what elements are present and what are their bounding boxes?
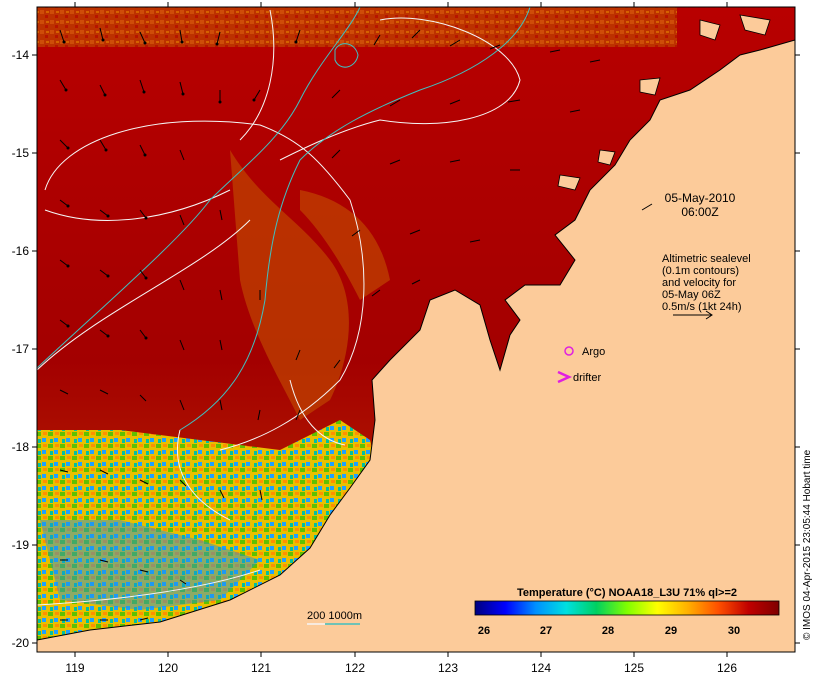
x-tick-label: 126	[717, 661, 737, 675]
velocity-legend-line1: Altimetric sealevel	[662, 253, 751, 265]
tick-marks	[32, 2, 800, 657]
x-tick-label: 119	[65, 661, 84, 675]
x-tick-label: 122	[345, 661, 365, 675]
velocity-scale-arrow	[673, 310, 713, 320]
y-tick-label: -14	[12, 48, 30, 62]
y-tick-label: -20	[12, 636, 30, 650]
velocity-arrow-heads	[62, 38, 298, 340]
sst-plume	[230, 150, 349, 420]
velocity-legend-line3: and velocity for	[662, 277, 736, 289]
velocity-scale-label: 0.5m/s (1kt 24h)	[662, 301, 741, 313]
credit-text: © IMOS 04-Apr-2015 23:05:44 Hobart time	[802, 449, 813, 640]
islands	[557, 14, 771, 191]
argo-marker	[564, 346, 574, 356]
colorbar-tick-label: 27	[540, 625, 552, 637]
sst-plume-east	[300, 190, 390, 300]
drifter-marker	[557, 370, 573, 384]
x-tick-label: 120	[158, 661, 178, 675]
sst-cool-region	[37, 420, 380, 652]
sst-cool-core	[40, 520, 260, 610]
colorbar-tick-label: 26	[478, 625, 490, 637]
colorbar-tick-label: 28	[602, 625, 614, 637]
y-tick-label: -19	[12, 538, 30, 552]
x-tick-label: 125	[624, 661, 644, 675]
bathy-legend-label: 200 1000m	[307, 610, 362, 622]
colorbar	[474, 600, 780, 616]
x-tick-label: 121	[251, 661, 271, 675]
y-axis-labels: -14 -15 -16 -17 -18 -19 -20	[12, 48, 30, 650]
y-tick-label: -18	[12, 440, 30, 454]
colorbar-title: Temperature (°C) NOAA18_L3U 71% ql>=2	[517, 587, 737, 599]
map-date: 05-May-2010	[665, 191, 736, 205]
map-plot-area	[37, 7, 795, 652]
x-tick-label: 124	[531, 661, 551, 675]
colorbar-tick-label: 29	[665, 625, 677, 637]
bathymetry-contours	[37, 7, 531, 431]
argo-label: Argo	[582, 346, 605, 358]
y-tick-label: -16	[12, 244, 30, 258]
x-axis-labels: 119 120 121 122 123 124 125 126	[65, 661, 737, 675]
plot-frame	[36, 6, 796, 653]
velocity-arrows	[59, 27, 601, 621]
drifter-label: drifter	[573, 372, 601, 384]
date-pointer-line	[641, 203, 653, 211]
y-tick-label: -17	[12, 342, 30, 356]
velocity-legend-line2: (0.1m contours)	[662, 265, 739, 277]
colorbar-ticks: 26 27 28 29 30	[478, 625, 740, 637]
land-mass	[37, 7, 795, 652]
sealevel-contours	[37, 9, 521, 606]
colorbar-tick-label: 30	[728, 625, 740, 637]
map-time: 06:00Z	[681, 205, 718, 219]
x-tick-label: 123	[438, 661, 458, 675]
velocity-legend-line4: 05-May 06Z	[662, 289, 721, 301]
y-tick-label: -15	[12, 146, 30, 160]
